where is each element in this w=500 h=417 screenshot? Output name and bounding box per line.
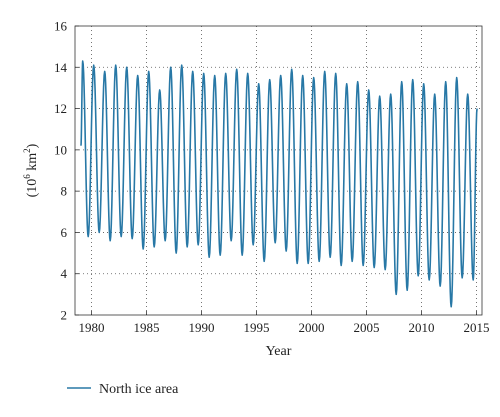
y-axis-title: (106 km2) — [22, 143, 40, 197]
x-axis-title: Year — [266, 344, 292, 359]
y-axis-title-base: (10 — [25, 179, 40, 198]
x-tick-label: 1980 — [79, 320, 105, 335]
x-tick-label: 1995 — [244, 320, 270, 335]
y-tick-label: 16 — [54, 19, 68, 34]
y-tick-label: 2 — [61, 308, 68, 323]
y-tick-labels: 2 4 6 8 10 12 14 16 — [54, 19, 68, 323]
legend: North ice area — [67, 382, 179, 397]
x-tick-labels: 1980 1985 1990 1995 2000 2005 2010 2015 — [79, 320, 490, 335]
legend-label-north-ice-area: North ice area — [99, 382, 179, 397]
y-axis-title-unit: km — [25, 153, 40, 175]
y-tick-label: 4 — [61, 266, 68, 281]
y-tick-label: 14 — [54, 60, 68, 75]
x-tick-label: 1985 — [134, 320, 160, 335]
y-axis-title-close: ) — [25, 143, 40, 148]
y-tick-label: 8 — [61, 184, 68, 199]
series-layer — [80, 60, 478, 308]
y-tick-label: 12 — [54, 101, 67, 116]
x-tick-label: 1990 — [189, 320, 215, 335]
x-tick-label: 2005 — [354, 320, 380, 335]
x-tick-label: 2000 — [299, 320, 325, 335]
y-tick-label: 6 — [61, 225, 68, 240]
x-tick-label: 2010 — [409, 320, 435, 335]
y-tick-label: 10 — [54, 142, 67, 157]
x-tick-label: 2015 — [464, 320, 490, 335]
y-axis-title-unit-exponent: 2 — [22, 148, 32, 153]
y-axis-title-exponent: 6 — [22, 174, 32, 179]
series-line-north-ice-area — [80, 60, 478, 308]
plot-frame — [74, 25, 483, 316]
